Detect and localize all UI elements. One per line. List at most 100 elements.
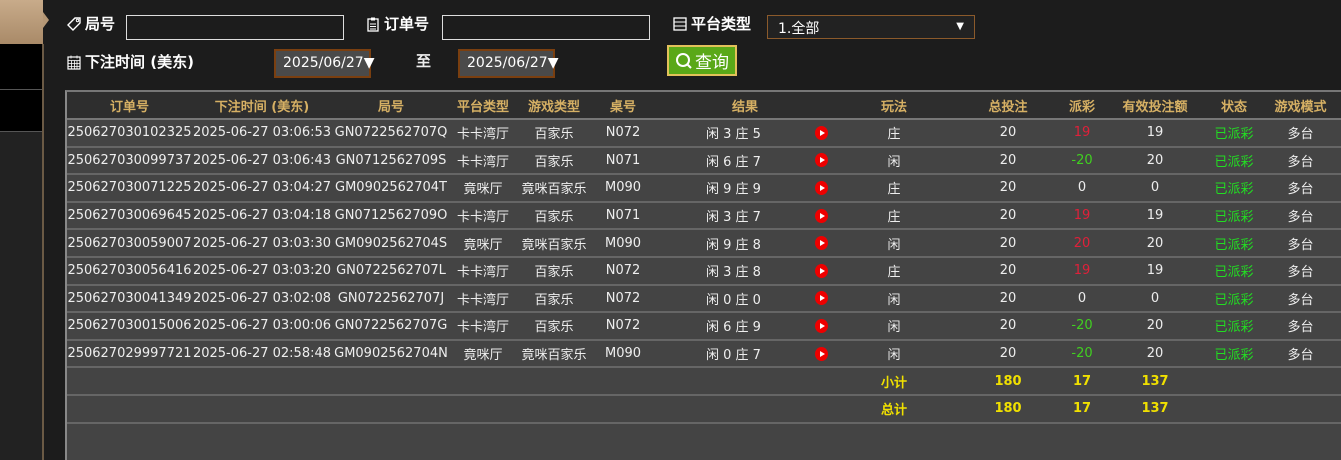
video-replay-button[interactable] <box>806 229 837 258</box>
cell-1: 2025-06-27 03:06:43 <box>192 146 332 176</box>
cell-8: 20 <box>952 119 1065 148</box>
search-icon <box>676 52 692 69</box>
cell-0: 250627030056416 <box>67 256 192 286</box>
video-replay-button[interactable] <box>806 119 837 148</box>
column-header[interactable]: 玩法 <box>836 92 953 120</box>
video-replay-button[interactable] <box>806 201 837 231</box>
column-header[interactable]: 游戏模式 <box>1258 92 1341 120</box>
cell-6: 闲 3 庄 7 <box>654 201 806 231</box>
cell-4: 百家乐 <box>516 146 592 176</box>
cell-10: 19 <box>1100 201 1211 231</box>
cell-8: 20 <box>952 201 1065 231</box>
cell-0: 250627030041349 <box>67 284 192 314</box>
cell-6: 闲 0 庄 0 <box>654 284 806 314</box>
empty-cell <box>592 367 654 396</box>
column-header[interactable]: 桌号 <box>592 92 654 120</box>
cell-8: 20 <box>952 284 1065 314</box>
cell-12: 多台 <box>1258 119 1341 148</box>
cell-5: M090 <box>592 229 654 258</box>
cell-10: 19 <box>1100 256 1211 286</box>
cell-1: 2025-06-27 03:06:53 <box>192 119 332 148</box>
column-header[interactable]: 平台类型 <box>450 92 516 120</box>
cell-9: 20 <box>1064 229 1101 258</box>
subtotal-total_bet: 180 <box>952 367 1065 396</box>
table-row: 250627030056416 2025-06-27 03:03:20 GN0722… <box>67 256 1341 286</box>
subtotal-payout: 17 <box>1064 367 1101 396</box>
time-label: 下注时间 (美东) <box>66 51 194 72</box>
play-icon <box>814 180 828 195</box>
cell-2: GN0722562707Q <box>332 119 450 148</box>
cell-7: 闲 <box>836 284 953 314</box>
cell-5: M090 <box>592 339 654 369</box>
cell-8: 20 <box>952 339 1065 369</box>
table-row: 250627030071225 2025-06-27 03:04:27 GM0902… <box>67 174 1341 203</box>
cell-3: 竟咪厅 <box>450 229 516 258</box>
chevron-down-icon: ▼ <box>956 21 964 32</box>
cell-10: 20 <box>1100 339 1211 369</box>
play-icon <box>814 153 828 168</box>
table-row: 250627030102325 2025-06-27 03:06:53 GN0722… <box>67 119 1341 148</box>
column-header[interactable]: 局号 <box>332 92 450 120</box>
cell-2: GN0712562709S <box>332 146 450 176</box>
column-header[interactable]: 下注时间 (美东) <box>192 92 332 120</box>
subtotal-row: 小计 180 17 137 <box>67 367 1341 396</box>
column-header[interactable]: 有效投注额 <box>1100 92 1211 120</box>
cell-2: GN0722562707G <box>332 312 450 341</box>
sidebar-item[interactable] <box>0 90 43 132</box>
cell-3: 卡卡湾厅 <box>450 312 516 341</box>
column-header[interactable]: 派彩 <box>1064 92 1101 120</box>
video-replay-button[interactable] <box>806 312 837 341</box>
cell-11: 已派彩 <box>1210 174 1259 203</box>
empty-cell <box>806 394 837 424</box>
round-input[interactable] <box>126 15 344 40</box>
cell-0: 250627030099737 <box>67 146 192 176</box>
cell-10: 20 <box>1100 229 1211 258</box>
cell-2: GN0722562707J <box>332 284 450 314</box>
cell-1: 2025-06-27 03:03:30 <box>192 229 332 258</box>
cell-3: 卡卡湾厅 <box>450 284 516 314</box>
cell-1: 2025-06-27 03:03:20 <box>192 256 332 286</box>
cell-7: 闲 <box>836 312 953 341</box>
column-header[interactable]: 游戏类型 <box>516 92 592 120</box>
cell-8: 20 <box>952 256 1065 286</box>
date-to-select[interactable]: 2025/06/27▼ <box>458 49 558 78</box>
empty-cell <box>192 394 332 424</box>
column-header[interactable]: 状态 <box>1210 92 1259 120</box>
cell-11: 已派彩 <box>1210 201 1259 231</box>
video-replay-button[interactable] <box>806 339 837 369</box>
cell-1: 2025-06-27 03:04:27 <box>192 174 332 203</box>
cell-3: 卡卡湾厅 <box>450 201 516 231</box>
sidebar-item[interactable] <box>0 44 43 90</box>
column-header[interactable]: 总投注 <box>952 92 1065 120</box>
cell-10: 0 <box>1100 174 1211 203</box>
video-replay-button[interactable] <box>806 256 837 286</box>
cell-3: 卡卡湾厅 <box>450 119 516 148</box>
cell-7: 庄 <box>836 174 953 203</box>
empty-cell <box>806 367 837 396</box>
table-row: 250627030015006 2025-06-27 03:00:06 GN0722… <box>67 312 1341 341</box>
date-from-select[interactable]: 2025/06/27▼ <box>274 49 374 78</box>
cell-6: 闲 9 庄 8 <box>654 229 806 258</box>
order-label: 订单号 <box>365 13 429 34</box>
column-header[interactable]: 结果 <box>654 92 837 120</box>
order-input[interactable] <box>442 15 650 40</box>
cell-7: 庄 <box>836 119 953 148</box>
play-icon <box>814 208 828 223</box>
video-replay-button[interactable] <box>806 174 837 203</box>
column-header[interactable]: 订单号 <box>67 92 192 120</box>
cell-9: 19 <box>1064 201 1101 231</box>
cell-9: 0 <box>1064 284 1101 314</box>
sidebar-divider <box>42 44 44 460</box>
cell-11: 已派彩 <box>1210 312 1259 341</box>
video-replay-button[interactable] <box>806 284 837 314</box>
table-row: 250627030059007 2025-06-27 03:03:30 GM0902… <box>67 229 1341 258</box>
cell-4: 竟咪百家乐 <box>516 339 592 369</box>
cell-6: 闲 9 庄 9 <box>654 174 806 203</box>
video-replay-button[interactable] <box>806 146 837 176</box>
sidebar-active-tab[interactable] <box>0 0 49 44</box>
cell-5: N072 <box>592 256 654 286</box>
platform-select[interactable]: 1.全部 ▼ <box>767 15 975 39</box>
query-button[interactable]: 查询 <box>667 45 737 76</box>
cell-11: 已派彩 <box>1210 146 1259 176</box>
cell-5: N072 <box>592 284 654 314</box>
